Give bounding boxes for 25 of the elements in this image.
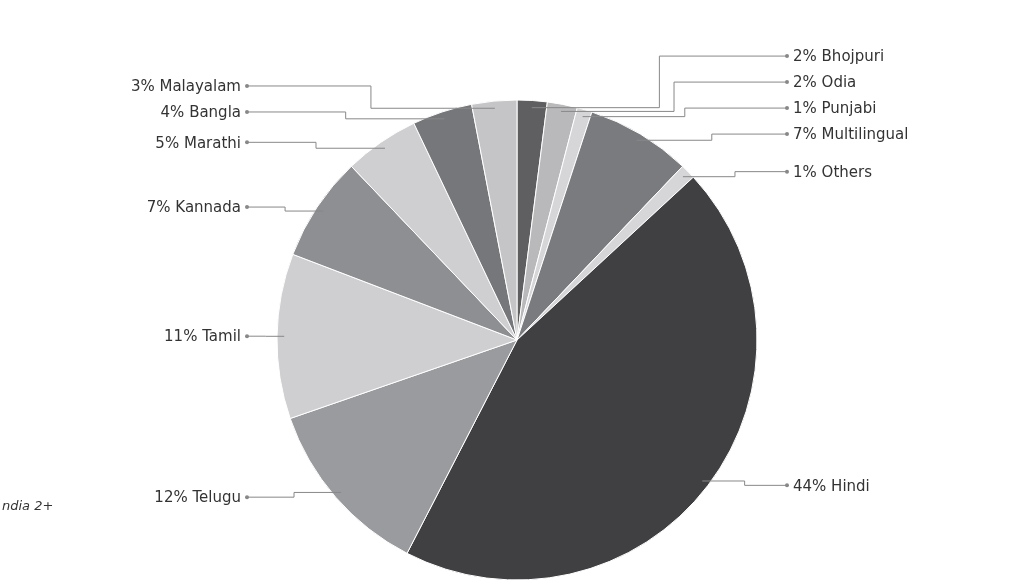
- data-label: 1%: [793, 99, 822, 118]
- slice-label: Hindi: [831, 476, 870, 495]
- slice-label: Kannada: [175, 198, 241, 217]
- slice-label: Tamil: [201, 327, 241, 346]
- slice-label: Odia: [821, 73, 857, 92]
- data-label: 4%: [160, 103, 190, 122]
- slice-label: Others: [821, 162, 873, 181]
- data-label: 44%: [793, 476, 832, 495]
- data-label: 5%: [155, 133, 184, 152]
- slice-label: Malayalam: [159, 77, 241, 96]
- text: ndia 2+: [2, 498, 54, 513]
- data-label: 2%: [793, 47, 822, 66]
- slice-label: Marathi: [183, 133, 241, 152]
- slice-label: Telugu: [191, 488, 241, 507]
- data-label: 12%: [154, 488, 193, 507]
- data-label: 11%: [164, 327, 203, 346]
- data-label: 3%: [130, 77, 160, 96]
- slice-label: Punjabi: [821, 99, 877, 118]
- slice-label: Bhojpuri: [821, 47, 885, 66]
- data-label: 2%: [793, 73, 822, 92]
- data-label: 7%: [793, 125, 822, 144]
- data-label: 7%: [146, 198, 176, 217]
- slice-label: Bangla: [189, 103, 241, 122]
- data-label: 1%: [793, 162, 822, 181]
- slice-label: Multilingual: [821, 125, 909, 144]
